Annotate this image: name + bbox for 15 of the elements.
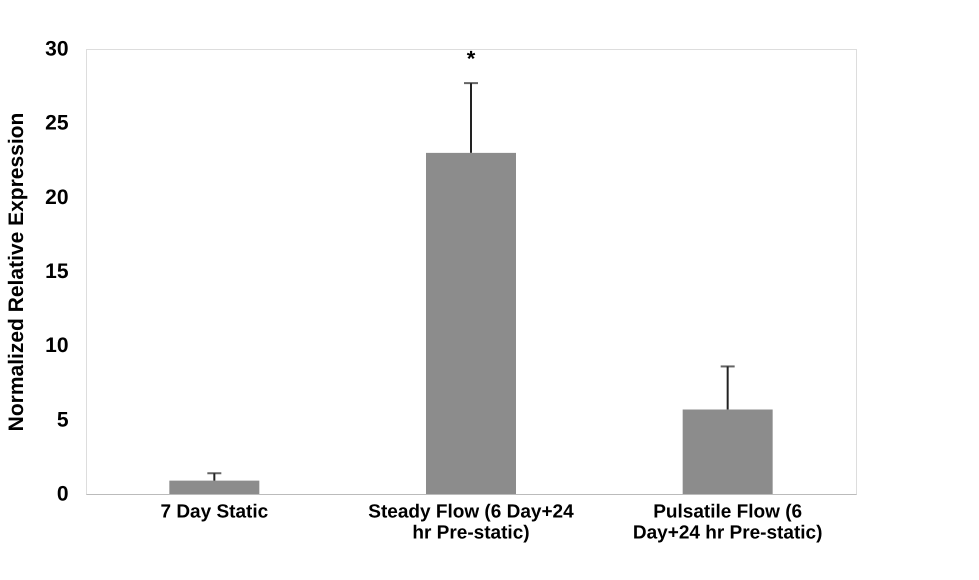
bar (426, 152, 516, 494)
y-axis-title: Normalized Relative Expression (5, 112, 28, 432)
x-tick-label: 7 Day Static (160, 502, 269, 522)
y-tick-label: 10 (45, 334, 68, 358)
y-tick-label: 5 (56, 408, 69, 432)
y-tick-label: 15 (45, 260, 69, 283)
y-tick-label: 25 (45, 112, 69, 135)
bar (169, 480, 260, 494)
y-tick-label: 0 (56, 482, 68, 506)
annotation: * (466, 46, 476, 72)
y-tick-label: 20 (45, 186, 68, 209)
x-tick-label: Pulsatile Flow (6 Day+24 hr Pre-static) (632, 502, 822, 544)
bar (682, 409, 773, 494)
y-tick-label: 30 (45, 38, 68, 60)
x-tick-label: Steady Flow (6 Day+24 hr Pre-static) (368, 502, 574, 544)
